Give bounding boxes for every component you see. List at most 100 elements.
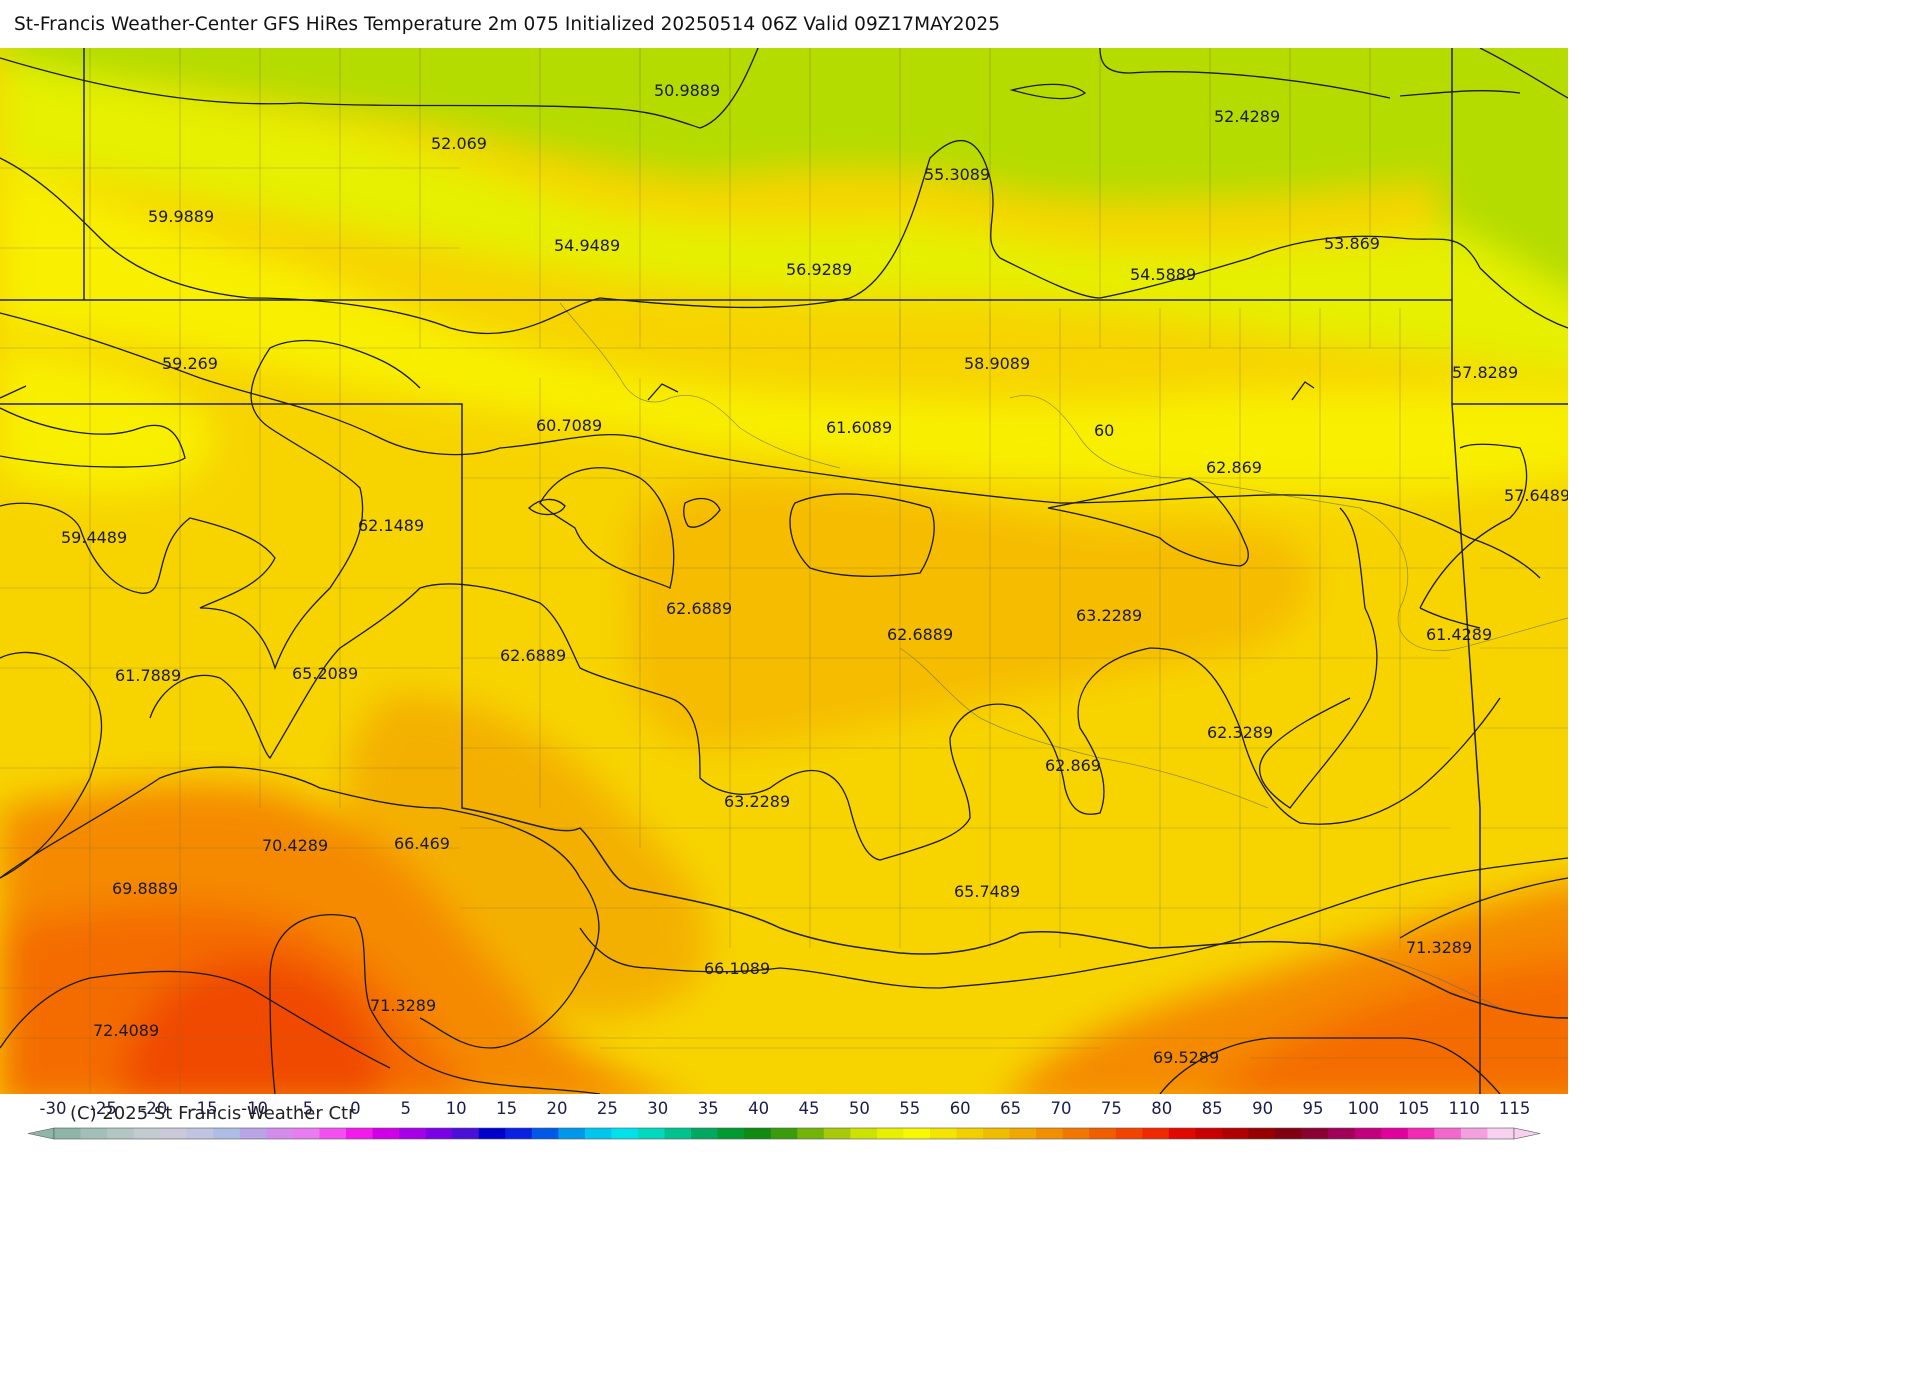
legend-tick-label: -30 — [40, 1099, 67, 1118]
contour-label: 62.6889 — [500, 646, 566, 665]
contour-label: 63.2289 — [724, 792, 790, 811]
legend-swatch — [770, 1128, 798, 1139]
legend-color-bar — [27, 1127, 1541, 1140]
legend-swatch — [505, 1128, 533, 1139]
legend-swatch — [1460, 1128, 1488, 1139]
legend-swatch — [1328, 1128, 1356, 1139]
legend-swatch — [903, 1128, 931, 1139]
legend-swatch — [107, 1128, 135, 1139]
legend-tick-label: 90 — [1252, 1099, 1273, 1118]
legend-tick-label: -25 — [90, 1099, 117, 1118]
legend-tick-label: 25 — [597, 1099, 618, 1118]
legend-swatch — [611, 1128, 639, 1139]
contour-label: 70.4289 — [262, 836, 328, 855]
contour-label: 54.5889 — [1130, 265, 1196, 284]
legend-swatch — [186, 1128, 214, 1139]
legend-swatch — [80, 1128, 108, 1139]
legend-swatch — [1381, 1128, 1409, 1139]
contour-label: 58.9089 — [964, 354, 1030, 373]
contour-label: 61.7889 — [115, 666, 181, 685]
legend-tick-label: 85 — [1202, 1099, 1223, 1118]
contour-label: 69.5289 — [1153, 1048, 1219, 1067]
temperature-map: 50.9889 52.069 52.4289 55.3089 59.9889 5… — [0, 48, 1568, 1094]
state-boundaries — [0, 48, 1568, 1094]
legend-swatch — [213, 1128, 241, 1139]
legend-swatch — [983, 1128, 1011, 1139]
river-lines — [559, 302, 1568, 1009]
legend-swatch — [823, 1128, 851, 1139]
contour-label: 72.4089 — [93, 1021, 159, 1040]
legend-swatch — [266, 1128, 294, 1139]
copyright-text: (C) 2025 St Francis Weather Ctr — [70, 1103, 356, 1124]
contour-label: 61.4289 — [1426, 625, 1492, 644]
legend-tick-label: 30 — [647, 1099, 668, 1118]
contour-label: 57.8289 — [1452, 363, 1518, 382]
contour-label: 69.8889 — [112, 879, 178, 898]
legend-swatch — [1222, 1128, 1250, 1139]
legend-tick-label: -15 — [191, 1099, 218, 1118]
legend-swatch — [664, 1128, 692, 1139]
legend-tick-label: 95 — [1303, 1099, 1324, 1118]
legend-swatch — [558, 1128, 586, 1139]
contour-label: 66.469 — [394, 834, 450, 853]
legend-swatch — [1115, 1128, 1143, 1139]
legend-swatch — [1354, 1128, 1382, 1139]
contour-label: 62.869 — [1045, 756, 1101, 775]
legend-swatch — [478, 1128, 506, 1139]
legend-swatch — [425, 1128, 453, 1139]
legend-swatch — [850, 1128, 878, 1139]
legend-swatch — [319, 1128, 347, 1139]
contour-label: 59.269 — [162, 354, 218, 373]
contour-label: 50.9889 — [654, 81, 720, 100]
legend-tick-label: 110 — [1448, 1099, 1480, 1118]
legend-swatch — [717, 1128, 745, 1139]
legend-tick-label: 45 — [799, 1099, 820, 1118]
contour-label: 62.869 — [1206, 458, 1262, 477]
contour-label: 65.7489 — [954, 882, 1020, 901]
legend-tick-labels: -30 -25 -20 -15 -10 -5 0 5 10 15 20 25 30 35 40 45 50 55 6… — [40, 1099, 1531, 1118]
contour-label: 66.1089 — [704, 959, 770, 978]
legend-arrow-left — [27, 1127, 55, 1140]
legend-swatch — [1248, 1128, 1276, 1139]
contour-label: 62.3289 — [1207, 723, 1273, 742]
legend-tick-label: -10 — [241, 1099, 268, 1118]
isotherm-contours — [0, 48, 1568, 1094]
legend-tick-label: 40 — [748, 1099, 769, 1118]
legend-tick-label: 35 — [698, 1099, 719, 1118]
legend-tick-label: 10 — [446, 1099, 467, 1118]
contour-labels: 50.9889 52.069 52.4289 55.3089 59.9889 5… — [61, 81, 1568, 1067]
legend-tick-label: 80 — [1151, 1099, 1172, 1118]
temperature-shading — [0, 48, 1568, 1094]
legend-swatch — [452, 1128, 480, 1139]
contour-label: 57.6489 — [1504, 486, 1568, 505]
legend-swatch — [638, 1128, 666, 1139]
contour-label: 62.6889 — [887, 625, 953, 644]
legend-swatch — [691, 1128, 719, 1139]
legend-swatch — [346, 1128, 374, 1139]
legend-tick-label: 70 — [1051, 1099, 1072, 1118]
contour-label: 59.9889 — [148, 207, 214, 226]
legend-swatch — [1062, 1128, 1090, 1139]
legend-tick-label: 50 — [849, 1099, 870, 1118]
contour-label: 60 — [1094, 421, 1114, 440]
contour-label: 65.2089 — [292, 664, 358, 683]
legend-tick-label: -5 — [297, 1099, 313, 1118]
legend-tick-label: 75 — [1101, 1099, 1122, 1118]
legend-tick-label: 15 — [496, 1099, 517, 1118]
legend-tick-label: 115 — [1499, 1099, 1531, 1118]
legend-tick-label: 20 — [547, 1099, 568, 1118]
legend-tick-label: 105 — [1398, 1099, 1430, 1118]
contour-label: 54.9489 — [554, 236, 620, 255]
legend-swatch — [584, 1128, 612, 1139]
legend-swatch — [292, 1128, 320, 1139]
legend-tick-label: 5 — [401, 1099, 412, 1118]
legend-swatch — [1168, 1128, 1196, 1139]
contour-label: 71.3289 — [370, 996, 436, 1015]
legend-tick-label: 100 — [1348, 1099, 1380, 1118]
map-title: St-Francis Weather-Center GFS HiRes Temp… — [14, 14, 1001, 35]
legend-swatch — [797, 1128, 825, 1139]
contour-label: 60.7089 — [536, 416, 602, 435]
legend-tick-label: 0 — [350, 1099, 361, 1118]
contour-label: 71.3289 — [1406, 938, 1472, 957]
county-boundaries — [0, 48, 1568, 1094]
